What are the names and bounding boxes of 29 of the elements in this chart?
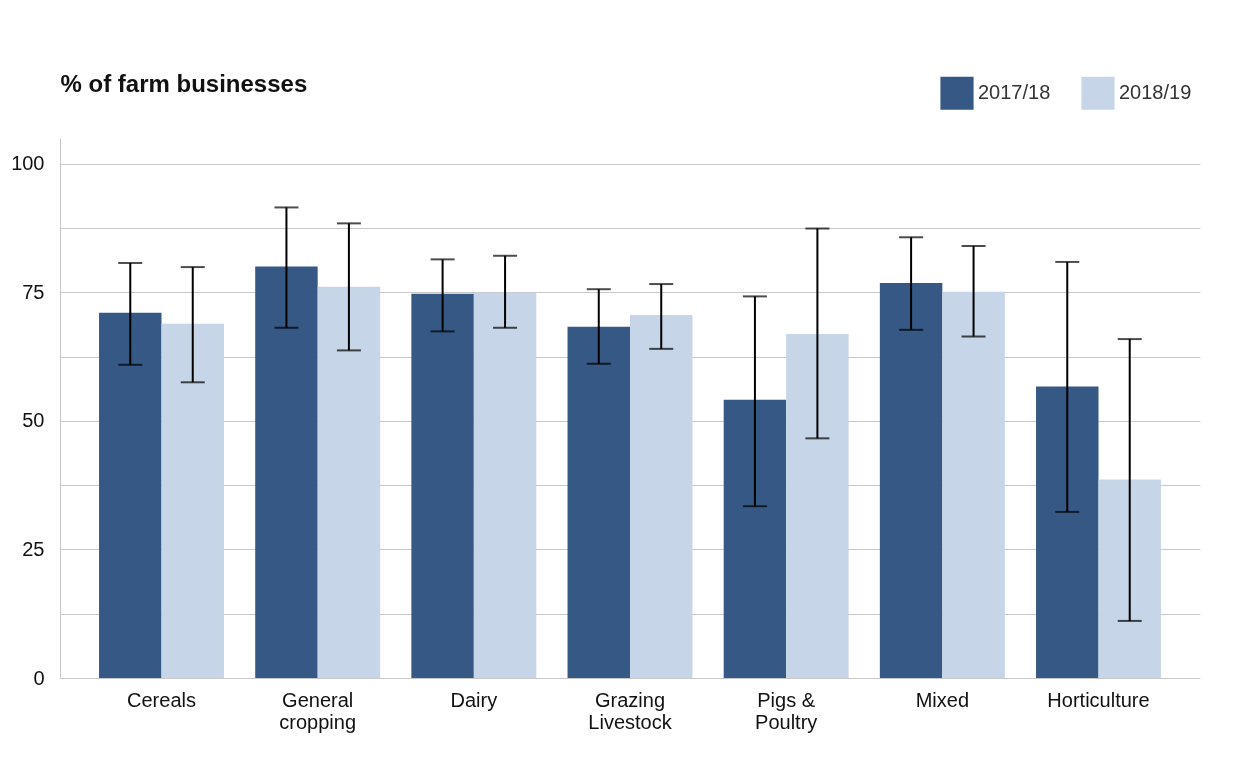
y-tick-label: 0 [33, 666, 45, 689]
y-tick-label: 75 [22, 280, 45, 303]
x-tick-label: Mixed [915, 688, 970, 711]
bar [411, 293, 474, 678]
bar [1036, 386, 1099, 678]
bar [99, 312, 162, 678]
legend-label: 2018/19 [1119, 81, 1192, 104]
bar [786, 333, 849, 678]
y-tick-label: 50 [22, 409, 45, 432]
x-tick-label: Dairy [450, 688, 498, 711]
x-tick-label: Horticulture [1047, 688, 1150, 711]
bar [255, 266, 318, 678]
bar [1098, 479, 1161, 678]
bar [630, 314, 693, 678]
bar [473, 292, 537, 678]
bar [161, 323, 224, 678]
x-tick-label: Cereals [127, 688, 196, 711]
bar [723, 399, 787, 678]
bar [567, 326, 630, 678]
y-tick-label: 25 [22, 537, 45, 560]
x-tick-label: Grazing Livestock [588, 688, 673, 733]
x-tick-label: Pigs & Poultry [755, 688, 818, 733]
bar [942, 291, 1005, 678]
bar [879, 283, 943, 678]
bar [317, 286, 381, 678]
legend-label: 2017/18 [978, 81, 1051, 104]
x-tick-label: General cropping [279, 688, 357, 733]
y-axis-title: % of farm businesses [60, 69, 308, 97]
y-tick-label: 100 [11, 152, 45, 175]
